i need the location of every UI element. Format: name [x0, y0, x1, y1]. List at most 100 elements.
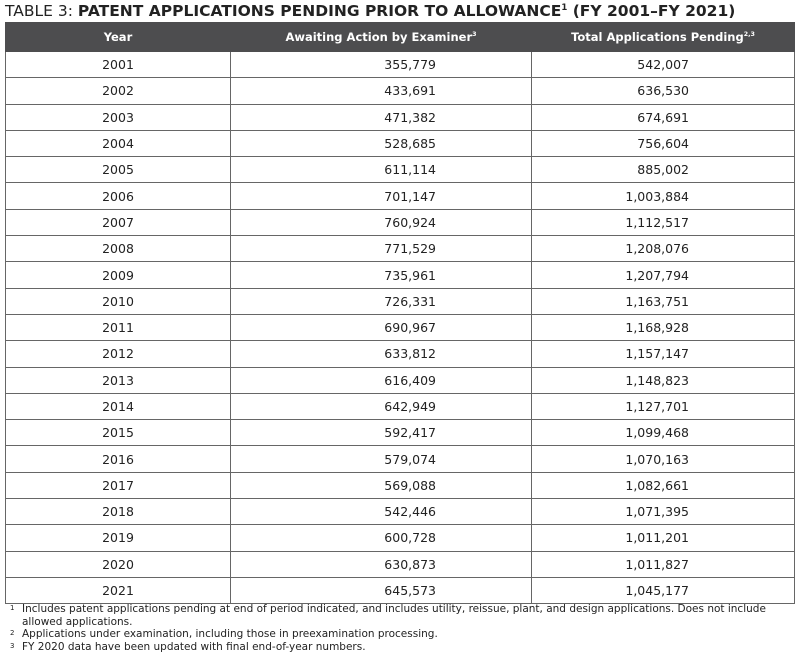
table-cell: 2010 — [5, 287, 231, 315]
table-row: 2018 542,446 1,071,395 — [5, 498, 795, 526]
footnote: 3 FY 2020 data have been updated with fin… — [10, 641, 790, 654]
table-cell: 1,207,794 — [531, 261, 795, 289]
table-cell: 1,127,701 — [531, 392, 795, 421]
table-cell: 771,529 — [230, 235, 532, 263]
table-cell: 528,685 — [230, 129, 532, 158]
table-row: 2013 616,409 1,148,823 — [5, 366, 795, 394]
table-row: 2017 569,088 1,082,661 — [5, 471, 795, 500]
table-row: 2010 726,331 1,163,751 — [5, 287, 795, 315]
table-cell: 2003 — [5, 103, 231, 131]
table-cell: 2011 — [5, 313, 231, 342]
table-row: 2009 735,961 1,207,794 — [5, 261, 795, 289]
table-cell: 1,070,163 — [531, 445, 795, 473]
table-cell: 433,691 — [230, 77, 532, 105]
table-cell: 2012 — [5, 340, 231, 368]
footnote: 2 Applications under examination, includi… — [10, 628, 790, 641]
title-label: TABLE 3: — [5, 2, 73, 20]
table-cell: 1,003,884 — [531, 182, 795, 210]
table-cell: 1,045,177 — [531, 576, 795, 605]
table-cell: 355,779 — [230, 50, 532, 79]
table-cell: 579,074 — [230, 445, 532, 473]
header-cell: Awaiting Action by Examiner3 — [230, 22, 532, 52]
header-text: Year — [103, 30, 133, 44]
table-cell: 600,728 — [230, 524, 532, 552]
table-cell: 542,007 — [531, 50, 795, 79]
table-cell: 2014 — [5, 392, 231, 421]
table-row: 2015 592,417 1,099,468 — [5, 419, 795, 447]
header-sup: 2,3 — [743, 31, 755, 39]
table-cell: 630,873 — [230, 550, 532, 578]
table-cell: 2007 — [5, 208, 231, 237]
table-cell: 2019 — [5, 524, 231, 552]
table-cell: 611,114 — [230, 156, 532, 184]
footnote-mark: 3 — [10, 641, 15, 650]
table-cell: 1,082,661 — [531, 471, 795, 500]
table-row: 2012 633,812 1,157,147 — [5, 340, 795, 368]
footnotes: 1 Includes patent applications pending at… — [10, 603, 790, 653]
table-cell: 735,961 — [230, 261, 532, 289]
table-cell: 1,148,823 — [531, 366, 795, 394]
table-cell: 471,382 — [230, 103, 532, 131]
table-cell: 2009 — [5, 261, 231, 289]
table-cell: 542,446 — [230, 498, 532, 526]
header-row: Year Awaiting Action by Examiner3 Total Ap… — [5, 22, 795, 52]
table-row: 2011 690,967 1,168,928 — [5, 313, 795, 342]
footnote-text: Includes patent applications pending at … — [22, 603, 766, 628]
table-row: 2020 630,873 1,011,827 — [5, 550, 795, 578]
title-suffix: (FY 2001–FY 2021) — [572, 2, 736, 20]
table-cell: 701,147 — [230, 182, 532, 210]
footnote-mark: 2 — [10, 629, 15, 637]
table-row: 2005 611,114 885,002 — [5, 156, 795, 184]
table-row: 2007 760,924 1,112,517 — [5, 208, 795, 237]
table-row: 2016 579,074 1,070,163 — [5, 445, 795, 473]
footnote: 1 Includes patent applications pending at… — [10, 603, 790, 628]
table-cell: 2005 — [5, 156, 231, 184]
table-row: 2008 771,529 1,208,076 — [5, 235, 795, 263]
table-row: 2019 600,728 1,011,201 — [5, 524, 795, 552]
table-cell: 2018 — [5, 498, 231, 526]
table-cell: 690,967 — [230, 313, 532, 342]
table-row: 2002 433,691 636,530 — [5, 77, 795, 105]
table-row: 2004 528,685 756,604 — [5, 129, 795, 158]
table: Year Awaiting Action by Examiner3 Total Ap… — [5, 22, 795, 605]
title-sup: 1 — [561, 2, 568, 13]
table-cell: 2001 — [5, 50, 231, 79]
table-row: 2003 471,382 674,691 — [5, 103, 795, 131]
title: TABLE 3: PATENT APPLICATIONS PENDING PRI… — [5, 2, 735, 20]
table-cell: 569,088 — [230, 471, 532, 500]
footnote-text: Applications under examination, includin… — [22, 628, 438, 640]
table-cell: 1,099,468 — [531, 419, 795, 447]
table-body: 2001 355,779 542,007 2002 433,691 636,530 2003… — [5, 50, 795, 605]
table-cell: 2008 — [5, 235, 231, 263]
table-cell: 760,924 — [230, 208, 532, 237]
table-cell: 2002 — [5, 77, 231, 105]
footnote-mark: 1 — [10, 604, 15, 612]
table-cell: 2015 — [5, 419, 231, 447]
table-cell: 674,691 — [531, 103, 795, 131]
table-row: 2021 645,573 1,045,177 — [5, 576, 795, 605]
table-cell: 726,331 — [230, 287, 532, 315]
table-cell: 642,949 — [230, 392, 532, 421]
header-cell: Year — [5, 22, 231, 52]
table-cell: 636,530 — [531, 77, 795, 105]
table-cell: 1,071,395 — [531, 498, 795, 526]
header-text: Total Applications Pending — [571, 30, 744, 44]
table-cell: 2021 — [5, 576, 231, 605]
header-cell: Total Applications Pending2,3 — [531, 22, 795, 52]
table-cell: 1,011,201 — [531, 524, 795, 552]
table-cell: 645,573 — [230, 576, 532, 605]
table-row: 2006 701,147 1,003,884 — [5, 182, 795, 210]
table-cell: 616,409 — [230, 366, 532, 394]
table-cell: 885,002 — [531, 156, 795, 184]
title-text: PATENT APPLICATIONS PENDING PRIOR TO ALL… — [77, 2, 562, 20]
table-cell: 2013 — [5, 366, 231, 394]
header-sup: 3 — [472, 31, 477, 39]
footnote-text: FY 2020 data have been updated with fina… — [22, 640, 366, 653]
table-cell: 2020 — [5, 550, 231, 578]
table-cell: 592,417 — [230, 419, 532, 447]
table-row: 2001 355,779 542,007 — [5, 50, 795, 79]
table-cell: 1,112,517 — [531, 208, 795, 237]
table-cell: 2004 — [5, 129, 231, 158]
table-cell: 633,812 — [230, 340, 532, 368]
